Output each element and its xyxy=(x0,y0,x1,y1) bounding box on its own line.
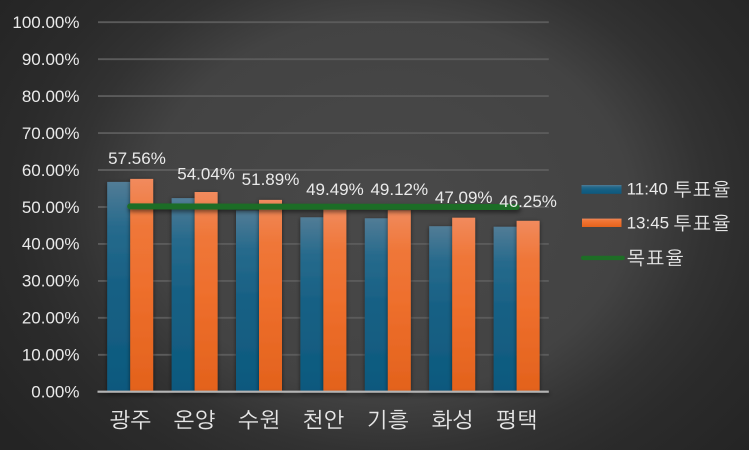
svg-text:90.00%: 90.00% xyxy=(22,50,80,69)
svg-text:70.00%: 70.00% xyxy=(22,124,80,143)
svg-text:13:45: 13:45 xyxy=(627,214,670,233)
svg-text:57.56%: 57.56% xyxy=(108,149,166,168)
svg-text:80.00%: 80.00% xyxy=(22,87,80,106)
svg-text:30.00%: 30.00% xyxy=(22,272,80,291)
svg-text:51.89%: 51.89% xyxy=(242,170,300,189)
svg-text:54.04%: 54.04% xyxy=(177,165,235,184)
svg-text:50.00%: 50.00% xyxy=(22,198,80,217)
svg-text:11:40: 11:40 xyxy=(627,180,668,199)
svg-text:49.49%: 49.49% xyxy=(306,180,364,199)
svg-text:47.09%: 47.09% xyxy=(435,188,493,207)
svg-text:49.12%: 49.12% xyxy=(370,180,428,199)
svg-text:20.00%: 20.00% xyxy=(22,309,80,328)
svg-text:60.00%: 60.00% xyxy=(22,161,80,180)
svg-text:46.25%: 46.25% xyxy=(499,192,557,211)
svg-text:100.00%: 100.00% xyxy=(12,13,79,32)
svg-text:10.00%: 10.00% xyxy=(22,346,80,365)
svg-text:0.00%: 0.00% xyxy=(31,383,79,402)
svg-text:40.00%: 40.00% xyxy=(22,235,80,254)
